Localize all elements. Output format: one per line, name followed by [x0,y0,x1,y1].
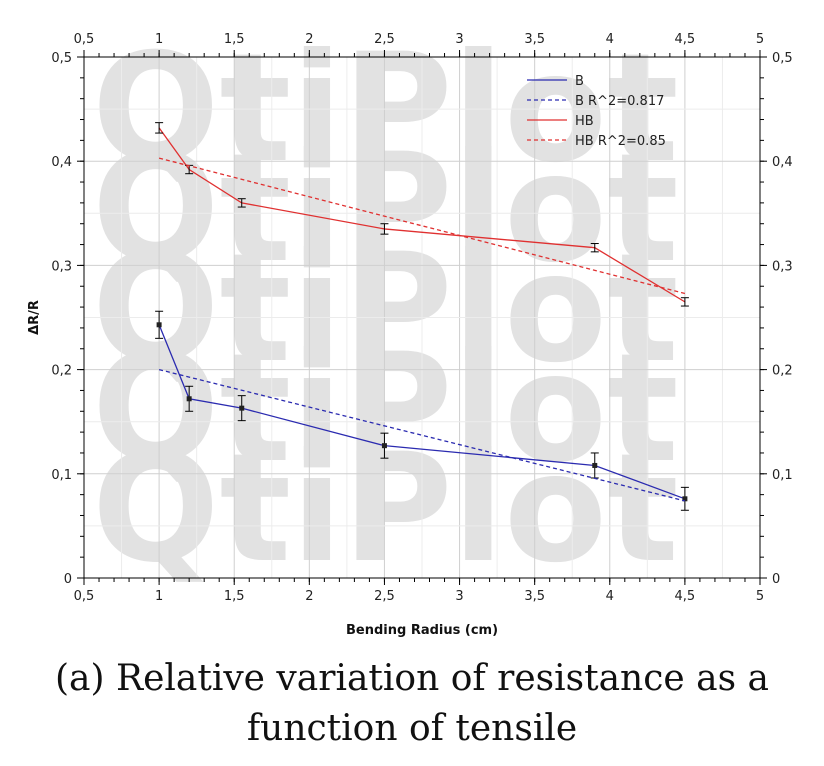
data-point-marker [186,396,192,402]
x-tick-label-top: 4 [606,32,614,47]
x-tick-label-top: 4,5 [675,32,696,47]
caption-line-2: function of tensile [246,708,578,749]
series-line [158,324,686,500]
x-tick-label-top: 2 [305,32,313,47]
data-point-marker [682,496,688,502]
data-point-marker [381,443,387,449]
x-tick-label-bottom: 5 [756,589,764,604]
y-tick-label-right: 0,1 [772,468,793,483]
y-tick-label-left: 0,5 [51,51,72,66]
series-line [158,127,686,303]
y-tick-label-right: 0 [772,572,780,587]
y-tick-label-left: 0,3 [51,259,72,274]
watermark-text: QtiPlot [92,422,679,596]
plot-frame [83,56,761,579]
x-tick-label-top: 3,5 [524,32,545,47]
data-point-marker [156,322,162,328]
data-point-marker [239,405,245,411]
legend: B B R^2=0.817 HB HB R^2=0.85 [527,74,666,149]
legend-entry-label: B [575,74,584,89]
data-point-marker [592,462,598,468]
series-line [158,368,686,502]
x-tick-label-bottom: 2 [305,589,313,604]
y-tick-label-left: 0,1 [51,468,72,483]
y-tick-label-right: 0,4 [772,155,793,170]
watermark-text: QtiPlot [92,222,679,396]
watermark-text: QtiPlot [92,322,679,496]
chart-background [0,0,824,650]
x-tick-label-bottom: 3 [455,589,463,604]
y-tick-label-right: 0,5 [772,51,793,66]
figure-caption: (a) Relative variation of resistance as … [0,654,824,754]
y-tick-label-left: 0,4 [51,155,72,170]
x-tick-label-top: 1 [155,32,163,47]
y-axis-title: ΔR/R [27,300,42,335]
x-tick-label-bottom: 4,5 [675,589,696,604]
x-tick-label-top: 3 [455,32,463,47]
x-tick-label-bottom: 1 [155,589,163,604]
caption-line-1: (a) Relative variation of resistance as … [54,658,769,699]
x-tick-label-bottom: 2,5 [374,589,395,604]
x-tick-label-bottom: 4 [606,589,614,604]
legend-entry-label: B R^2=0.817 [575,94,664,109]
x-tick-label-top: 0,5 [74,32,95,47]
x-axis-title: Bending Radius (cm) [346,623,498,638]
x-tick-label-top: 1,5 [224,32,245,47]
x-tick-label-bottom: 0,5 [74,589,95,604]
x-tick-label-bottom: 3,5 [524,589,545,604]
axes: 0,50,5111,51,5222,52,5333,53,5444,54,555… [51,32,792,604]
legend-entry-label: HB [575,114,594,129]
x-tick-label-top: 2,5 [374,32,395,47]
legend-entry-label: HB R^2=0.85 [575,134,666,149]
y-tick-label-left: 0 [64,572,72,587]
y-tick-label-right: 0,3 [772,259,793,274]
x-tick-label-top: 5 [756,32,764,47]
y-tick-label-right: 0,2 [772,364,793,379]
x-tick-label-bottom: 1,5 [224,589,245,604]
series [155,122,689,511]
y-tick-label-left: 0,2 [51,364,72,379]
